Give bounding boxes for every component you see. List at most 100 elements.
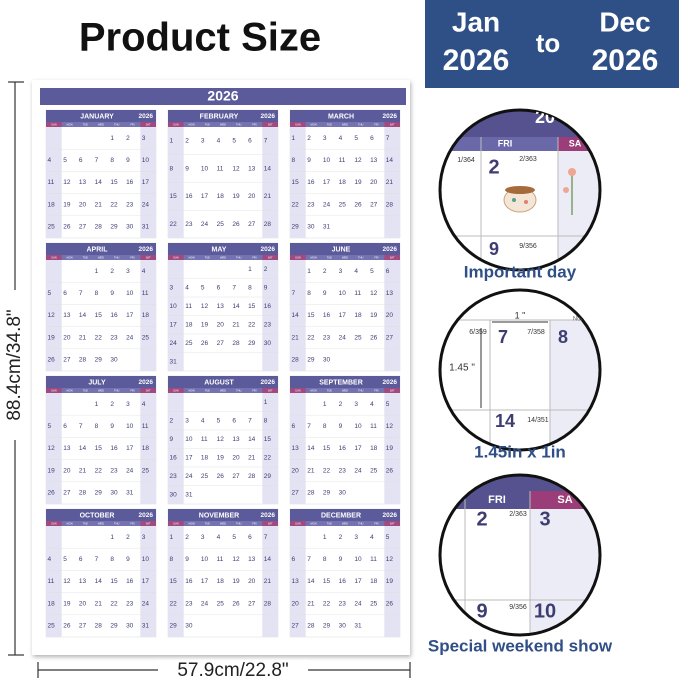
day-number: 20	[248, 578, 256, 585]
day-number: 1	[323, 401, 327, 408]
day-number: 9	[170, 436, 174, 443]
weekday-row	[46, 521, 156, 526]
weekday-row	[168, 388, 278, 393]
month-body	[167, 375, 279, 505]
day-number: 12	[386, 423, 394, 430]
day-number: 13	[232, 436, 240, 443]
sat-head	[262, 255, 278, 260]
day-number: 10	[323, 157, 331, 164]
day-number: 30	[185, 623, 193, 630]
weekday: SUN	[173, 255, 179, 259]
month-year: 2026	[139, 512, 154, 519]
weekday: MON	[67, 255, 73, 259]
day-number: 25	[185, 340, 193, 347]
day-number: 20	[63, 334, 71, 341]
zoom-label: 1.45 "	[449, 363, 475, 374]
weekday: MON	[67, 388, 73, 392]
day-number: 18	[370, 445, 378, 452]
day-number: 16	[307, 179, 315, 186]
weekday-row	[168, 255, 278, 260]
day-number: 15	[95, 445, 103, 452]
day-number: 25	[217, 600, 225, 607]
weekday-row	[46, 388, 156, 393]
day-number: 12	[354, 157, 362, 164]
day-number: 22	[110, 201, 118, 208]
day-number: 9	[339, 423, 343, 430]
day-number: 29	[95, 357, 103, 364]
day-number: 13	[63, 312, 71, 319]
day-number: 11	[217, 556, 224, 563]
day-number: 12	[48, 312, 56, 319]
day-number: 30	[126, 623, 134, 630]
day-number: 24	[354, 467, 362, 474]
month-body	[45, 375, 157, 505]
day-number: 24	[142, 600, 150, 607]
weekday: WED	[98, 255, 104, 259]
day-number: 1	[170, 534, 174, 541]
weekday-row	[46, 255, 156, 260]
day-number: 26	[48, 357, 56, 364]
month-name: SEPTEMBER	[319, 379, 363, 386]
day-number: 1	[307, 268, 311, 275]
weekday: SUN	[51, 122, 57, 126]
day-number: 27	[292, 623, 300, 630]
day-number: 30	[264, 340, 272, 347]
day-number: 24	[354, 600, 362, 607]
weekday: MON	[189, 122, 195, 126]
sat-head	[140, 521, 156, 526]
day-number: 12	[201, 303, 209, 310]
day-number: 26	[386, 467, 394, 474]
day-number: 16	[126, 578, 134, 585]
day-number: 26	[232, 221, 240, 228]
weekday: TUE	[83, 255, 88, 259]
month-body	[45, 508, 157, 638]
day-number: 2	[126, 135, 130, 142]
weekday: SAT	[268, 388, 273, 392]
day-number: 11	[354, 290, 361, 297]
day-number: 7	[292, 290, 296, 297]
day-number: 12	[232, 556, 240, 563]
day-number: 10	[170, 303, 178, 310]
day-number: 9	[110, 423, 114, 430]
zoom-label: 20	[535, 107, 555, 127]
day-number: 2	[185, 138, 189, 145]
day-number: 25	[142, 334, 150, 341]
month-name: OCTOBER	[80, 512, 115, 519]
weekday: MON	[67, 521, 73, 525]
day-number: 16	[339, 578, 347, 585]
sat-head	[140, 388, 156, 393]
sat-head	[384, 521, 400, 526]
day-number: 12	[48, 445, 56, 452]
day-number: 17	[354, 578, 362, 585]
weekday: MON	[189, 255, 195, 259]
day-number: 8	[110, 556, 114, 563]
month-name: DECEMBER	[321, 512, 361, 519]
weekday: FRI	[374, 388, 378, 392]
weekday: SAT	[390, 388, 395, 392]
day-number: 17	[185, 454, 193, 461]
weekend-col	[46, 393, 62, 504]
day-number: 18	[185, 321, 193, 328]
day-number: 10	[201, 556, 209, 563]
day-number: 7	[264, 138, 268, 145]
weekend-col	[140, 127, 156, 238]
day-number: 15	[323, 445, 331, 452]
day-number: 20	[79, 201, 87, 208]
day-number: 15	[264, 436, 272, 443]
weekday: SAT	[146, 122, 151, 126]
day-number: 26	[232, 600, 240, 607]
day-number: 6	[79, 157, 83, 164]
zoom-label: 10	[534, 600, 556, 622]
weekend-col	[384, 526, 400, 637]
day-number: 28	[307, 490, 315, 497]
sun-head	[46, 255, 62, 260]
day-number: 13	[386, 290, 394, 297]
weekday: FRI	[130, 388, 134, 392]
weekday: THU	[236, 521, 241, 525]
weekday: FRI	[252, 388, 256, 392]
day-number: 10	[339, 290, 347, 297]
month-header	[168, 110, 278, 122]
day-number: 7	[264, 534, 268, 541]
day-number: 13	[292, 578, 300, 585]
day-number: 27	[63, 357, 71, 364]
